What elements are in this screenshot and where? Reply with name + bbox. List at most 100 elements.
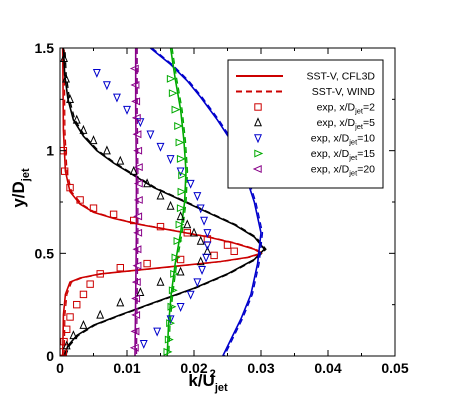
exp-point-x15 <box>177 187 187 196</box>
exp-point-x15 <box>175 220 185 229</box>
exp-point-x5 <box>62 73 70 83</box>
x-axis-label: k/Ujet 2 <box>188 368 228 394</box>
exp-point-x10 <box>92 68 101 78</box>
legend-label: exp, x/Djet=2 <box>317 102 376 116</box>
exp-point-x5 <box>66 94 75 104</box>
wind-line-x15 <box>168 48 189 356</box>
exp-point-x5 <box>62 340 71 350</box>
exp-point-x15 <box>170 269 180 278</box>
y-tick-label: 0 <box>46 348 54 364</box>
exp-point-x2 <box>63 325 71 334</box>
exp-point-x2 <box>130 216 138 225</box>
exp-point-x20 <box>132 261 142 270</box>
legend-label-subscript: jet <box>354 107 364 116</box>
exp-point-x2 <box>89 204 98 212</box>
exp-point-x2 <box>76 196 84 204</box>
x-tick-label: 0.01 <box>113 360 140 376</box>
exp-point-x20 <box>130 327 140 336</box>
series-layer <box>60 48 267 356</box>
exp-point-x20 <box>133 228 143 237</box>
exp-point-x20 <box>133 195 143 204</box>
exp-point-x20 <box>131 113 141 122</box>
legend-marker-square <box>254 103 262 111</box>
exp-point-x10 <box>202 253 211 263</box>
exp-point-x2 <box>73 300 81 309</box>
exp-point-x2 <box>66 183 74 192</box>
exp-point-x2 <box>143 259 151 268</box>
exp-point-x10 <box>186 290 195 300</box>
legend-label-main: exp, x/D <box>311 164 350 176</box>
exp-point-x5 <box>136 287 145 297</box>
exp-point-x10 <box>176 167 185 177</box>
y-axis-label-subscript: jet <box>20 168 32 182</box>
legend-label-suffix: =5 <box>363 117 375 129</box>
exp-point-x20 <box>133 163 143 172</box>
exp-point-x15 <box>174 122 184 130</box>
exp-point-x5 <box>190 227 198 237</box>
legend-label-main: exp, x/D <box>317 102 356 114</box>
legend-label-subscript: jet <box>348 169 358 178</box>
exp-point-x15 <box>167 302 177 311</box>
exp-point-x5 <box>60 53 68 62</box>
legend-label-suffix: =15 <box>357 148 375 160</box>
legend-label-main: SST-V, CFL3D <box>307 71 376 83</box>
exp-point-x2 <box>156 222 165 231</box>
legend-label: SST-V, CFL3D <box>307 71 376 83</box>
exp-point-x10 <box>198 266 207 275</box>
legend-label: exp, x/Djet=5 <box>317 117 376 131</box>
tick-layer: 0 0.01 0.02 0.03 0.04 0.05 0 0.5 1 1.5 <box>35 40 409 376</box>
exp-point-x10 <box>200 216 209 226</box>
exp-point-x2 <box>176 255 185 264</box>
exp-point-x15 <box>176 204 186 213</box>
exp-point-x2 <box>210 251 218 260</box>
exp-point-x2 <box>60 337 68 346</box>
exp-point-x2 <box>66 313 74 321</box>
exp-point-x20 <box>131 294 141 303</box>
exp-point-x2 <box>96 270 104 278</box>
exp-point-x5 <box>72 114 81 124</box>
exp-point-x15 <box>166 74 176 83</box>
exp-point-x2 <box>109 210 118 219</box>
exp-point-x2 <box>86 280 94 288</box>
exp-point-x20 <box>129 64 139 73</box>
legend-label-subscript: jet <box>348 153 358 162</box>
legend-label-suffix: =2 <box>363 102 375 114</box>
exp-point-x10 <box>203 241 212 251</box>
legend-marker-triangle-left <box>252 165 262 173</box>
legend-label: exp, x/Djet=10 <box>311 133 375 147</box>
exp-point-x5 <box>69 330 78 340</box>
exp-point-x5 <box>176 211 185 221</box>
exp-point-x10 <box>146 130 155 140</box>
y-axis-label: y/Djet <box>9 168 32 208</box>
y-tick-label: 1 <box>46 143 54 159</box>
legend-label: SST-V, WIND <box>312 86 376 98</box>
exp-point-x5 <box>116 155 125 165</box>
exp-point-x20 <box>133 212 143 221</box>
y-tick-label: 0.5 <box>35 245 55 261</box>
exp-point-x10 <box>176 303 185 312</box>
exp-point-x15 <box>171 253 181 262</box>
exp-point-x15 <box>176 154 186 163</box>
exp-point-x10 <box>102 81 111 91</box>
exp-point-x20 <box>131 310 141 319</box>
exp-point-x15 <box>163 347 173 356</box>
exp-point-x20 <box>133 146 143 155</box>
exp-point-x5 <box>89 135 98 145</box>
legend-label-main: exp, x/D <box>317 117 356 129</box>
exp-point-x15 <box>171 105 181 114</box>
exp-point-x10 <box>203 229 212 239</box>
legend-label-subscript: jet <box>348 138 358 147</box>
exp-point-x20 <box>133 179 143 188</box>
exp-point-x10 <box>196 204 205 214</box>
wind-line-x2 <box>63 48 265 356</box>
legend-label-main: exp, x/D <box>311 148 350 160</box>
exp-point-x15 <box>173 237 183 245</box>
legend-label-suffix: =10 <box>357 133 375 145</box>
legend-box <box>227 59 384 189</box>
legend-marker-triangle-right <box>254 149 264 158</box>
exp-point-x10 <box>166 315 175 325</box>
exp-point-x20 <box>131 278 141 287</box>
exp-point-x5 <box>183 219 192 229</box>
exp-point-x10 <box>139 339 148 349</box>
